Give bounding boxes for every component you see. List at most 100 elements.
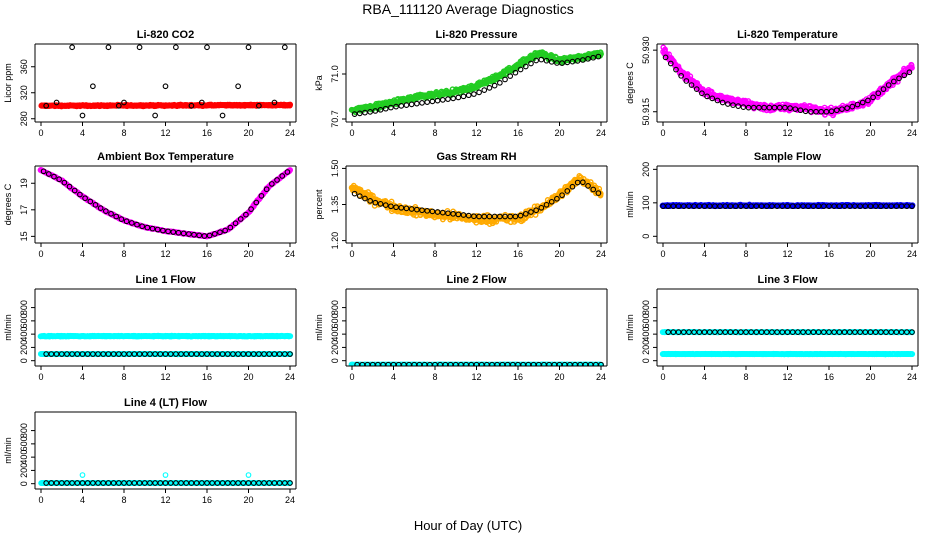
x-tick-label: 12 xyxy=(471,128,481,138)
data-point-avg xyxy=(408,101,415,108)
data-point-avg xyxy=(585,55,591,62)
data-point-avg xyxy=(237,216,244,222)
x-tick-label: 20 xyxy=(554,249,564,259)
data-point-avg xyxy=(439,97,446,103)
data-point-avg xyxy=(559,60,565,66)
data-point-avg xyxy=(442,361,449,366)
data-point-avg xyxy=(110,351,117,357)
data-point-avg xyxy=(849,103,856,110)
data-layer xyxy=(38,44,294,119)
data-point-avg xyxy=(704,93,710,100)
data-point-avg xyxy=(256,351,262,357)
data-point-avg xyxy=(175,229,182,236)
data-point-avg xyxy=(450,210,457,217)
data-point-avg xyxy=(455,94,462,101)
data-point-avg xyxy=(445,210,451,217)
data-point-avg xyxy=(813,108,819,115)
data-point-avg xyxy=(261,351,267,357)
data-point-avg xyxy=(481,87,488,93)
data-point-avg xyxy=(491,82,498,89)
data-point-avg xyxy=(43,351,50,357)
data-layer xyxy=(37,332,294,358)
x-tick-label: 8 xyxy=(432,128,437,138)
data-point-avg xyxy=(592,361,599,366)
data-point-avg xyxy=(356,193,363,199)
data-point-avg xyxy=(162,83,169,90)
x-tick-label: 12 xyxy=(160,249,170,259)
data-point-avg xyxy=(437,361,444,366)
data-point-avg xyxy=(434,209,441,215)
data-point-avg xyxy=(543,57,550,64)
data-point-avg xyxy=(595,53,602,60)
data-point-avg xyxy=(831,203,838,210)
data-point-avg xyxy=(590,54,597,61)
data-point-avg xyxy=(115,351,122,357)
data-point-avg xyxy=(377,201,384,207)
data-point-avg xyxy=(719,99,726,106)
panel-title: Sample Flow xyxy=(754,151,822,163)
data-point-avg xyxy=(131,351,138,357)
data-point-avg xyxy=(465,92,472,99)
data-point-avg xyxy=(141,351,148,357)
data-point-avg xyxy=(727,203,734,210)
data-point-avg xyxy=(906,69,913,76)
data-layer xyxy=(348,173,604,228)
data-point-avg xyxy=(201,233,208,239)
data-point-avg xyxy=(403,205,410,212)
y-axis-label: ml/min xyxy=(625,191,635,218)
y-axis-label: ml/min xyxy=(625,314,635,341)
data-point-avg xyxy=(388,203,394,210)
data-point-avg xyxy=(732,203,739,210)
data-point-avg xyxy=(800,203,806,210)
data-point-avg xyxy=(413,100,420,107)
data-point-avg xyxy=(528,209,534,215)
data-point-avg xyxy=(818,108,825,115)
data-point-avg xyxy=(196,232,203,239)
data-point-avg xyxy=(209,351,216,357)
data-point-avg xyxy=(701,203,708,210)
data-point-avg xyxy=(854,101,861,108)
data-point-avg xyxy=(123,218,130,225)
data-point-avg xyxy=(486,213,493,220)
data-point-avg xyxy=(227,224,234,231)
data-point-avg xyxy=(688,82,695,88)
x-tick-label: 24 xyxy=(285,249,295,259)
data-point-avg xyxy=(486,85,493,91)
data-point-avg xyxy=(509,361,516,366)
data-point-avg xyxy=(419,207,425,214)
data-point-avg xyxy=(823,108,830,115)
data-point-avg xyxy=(530,361,537,366)
panel-title: Line 3 Flow xyxy=(758,274,818,286)
data-point-avg xyxy=(108,210,114,217)
data-point-avg xyxy=(714,97,721,104)
data-point-avg xyxy=(789,203,796,210)
data-point-avg xyxy=(445,96,451,102)
data-point-avg xyxy=(551,361,558,366)
data-point-avg xyxy=(896,75,902,82)
data-point-avg xyxy=(556,361,563,366)
data-point-avg xyxy=(84,351,91,357)
data-point-avg xyxy=(90,83,96,90)
data-point-avg xyxy=(878,203,884,210)
x-tick-label: 0 xyxy=(349,249,354,259)
data-point-avg xyxy=(167,351,174,357)
data-point-orange xyxy=(587,179,594,185)
data-point-avg xyxy=(574,179,581,186)
data-point-avg xyxy=(362,109,368,116)
data-point-avg xyxy=(69,44,75,51)
data-point-avg xyxy=(735,103,742,109)
y-tick-label: 200 xyxy=(19,340,29,355)
data-point-avg xyxy=(844,105,851,111)
data-point-avg xyxy=(756,104,762,111)
data-point-avg xyxy=(582,361,589,366)
data-point-magenta xyxy=(908,62,915,69)
data-point-avg xyxy=(118,216,125,222)
y-tick-label: 800 xyxy=(330,300,340,315)
panel-title: Gas Stream RH xyxy=(436,151,516,163)
data-point-avg xyxy=(53,99,60,106)
x-tick-label: 4 xyxy=(80,128,85,138)
x-tick-label: 8 xyxy=(121,249,126,259)
